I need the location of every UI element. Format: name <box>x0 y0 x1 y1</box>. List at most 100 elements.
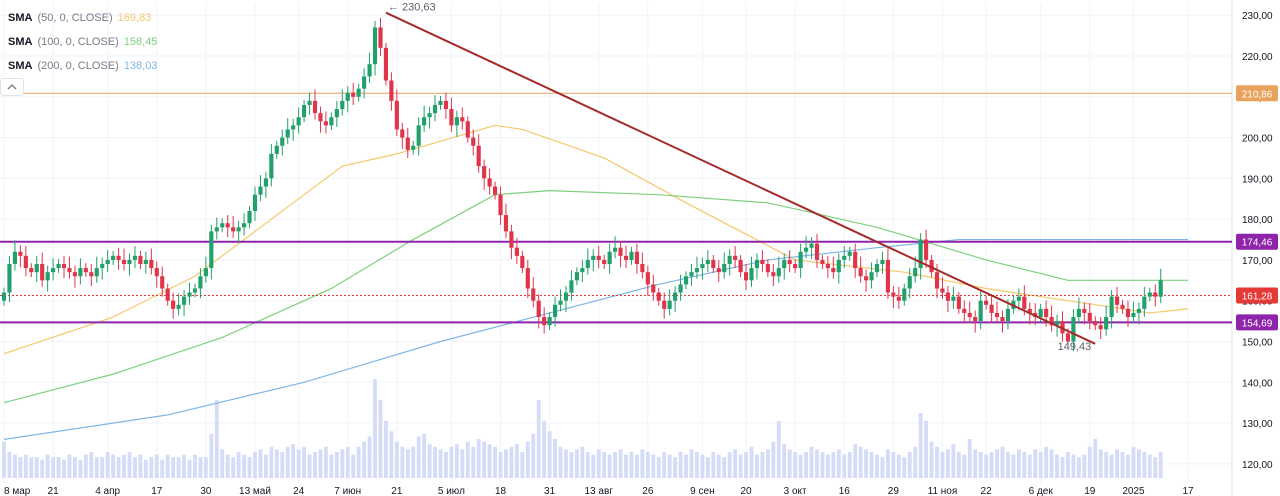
candle-body <box>225 223 230 228</box>
x-tick-label: 8 мар <box>4 486 31 496</box>
volume-bar <box>771 441 776 478</box>
volume-bar <box>444 452 448 478</box>
candle-body <box>689 272 694 277</box>
x-tick-label: 17 <box>1182 486 1194 496</box>
volume-bar <box>389 431 394 478</box>
volume-bar <box>307 454 312 478</box>
candle-body <box>902 288 907 301</box>
volume-bar <box>138 454 143 478</box>
candle-body <box>809 243 814 248</box>
volume-bar <box>373 379 377 478</box>
volume-bar <box>29 457 34 478</box>
sma200-line <box>3 238 1188 440</box>
candle-body <box>89 272 94 277</box>
candle-body <box>869 272 874 281</box>
candle-body <box>613 247 618 252</box>
legend-sma-100[interactable]: SMA (100, 0, CLOSE) 158,45 <box>8 30 157 54</box>
candle-body <box>1049 317 1054 326</box>
horizontal-levels[interactable] <box>0 92 1232 324</box>
x-tick-label: 20 <box>740 486 752 496</box>
volume-bar <box>722 457 727 478</box>
volume-bar <box>1120 452 1125 478</box>
volume-bar <box>73 457 77 478</box>
candle-body <box>111 255 116 260</box>
candle-body <box>984 300 989 305</box>
volume-bar <box>880 457 885 478</box>
candle-body <box>727 255 732 265</box>
candle-body <box>542 317 547 326</box>
volume-bar <box>651 454 656 478</box>
volume-bar <box>809 446 814 478</box>
volume-bar <box>885 449 890 478</box>
candle-body <box>1158 280 1163 297</box>
candle-body <box>351 92 356 97</box>
volume-bar <box>7 452 12 478</box>
candle-body <box>891 292 896 297</box>
volume-bar <box>918 413 923 478</box>
indicator-legend: SMA (50, 0, CLOSE) 169,83 SMA (100, 0, C… <box>8 6 157 78</box>
candle-body <box>907 276 912 289</box>
volume-bar <box>127 452 132 478</box>
candle-body <box>1142 296 1147 309</box>
volume-bar <box>116 457 121 478</box>
candle-body <box>760 259 765 265</box>
volume-bar <box>405 449 410 478</box>
candle-body <box>924 239 929 260</box>
volume-bar <box>1011 454 1016 478</box>
candle-body <box>678 284 683 293</box>
volume-bar <box>198 457 203 478</box>
volume-bar <box>564 449 568 478</box>
volume-bar <box>847 452 852 478</box>
candle-body <box>214 227 219 232</box>
candle-body <box>56 264 61 269</box>
candle-body <box>853 251 858 269</box>
y-tick-label: 140,00 <box>1242 378 1273 389</box>
candle-body <box>814 243 820 260</box>
volume-bar <box>744 452 748 478</box>
volume-bar <box>56 457 61 478</box>
volume-bar <box>345 446 350 478</box>
candle-body <box>989 304 994 313</box>
volume-bar <box>1066 452 1070 478</box>
x-axis[interactable]: 8 мар 21 4 апр 17 30 13 май 24 7 июн 21 5 июл 18 31… <box>4 486 1194 496</box>
candle-body <box>749 268 754 281</box>
candle-body <box>754 259 760 269</box>
volume-bar <box>482 441 487 478</box>
candle-body <box>29 268 34 273</box>
x-tick-label: 13 авг <box>585 486 614 496</box>
legend-sma-200[interactable]: SMA (200, 0, CLOSE) 138,03 <box>8 54 157 78</box>
candle-body <box>803 247 809 252</box>
candle-body <box>694 268 700 273</box>
x-tick-label: 29 <box>888 486 900 496</box>
y-tick-label: 220,00 <box>1242 52 1273 63</box>
candle-body <box>482 166 487 179</box>
trendline[interactable] <box>385 11 1096 345</box>
candle-body <box>929 259 934 273</box>
volume-bar <box>995 449 999 478</box>
collapse-legend-button[interactable] <box>0 78 24 96</box>
volume-bar <box>498 452 503 478</box>
volume-bar <box>149 457 154 478</box>
legend-name: SMA <box>8 60 33 72</box>
volume-bar <box>356 446 361 478</box>
volume-bar <box>815 449 819 478</box>
volume-bar <box>433 446 437 478</box>
candle-body <box>994 312 1000 318</box>
candle-body <box>209 231 214 269</box>
volume-bar <box>1153 457 1158 478</box>
candle-body <box>100 264 105 269</box>
volume-bar <box>1093 439 1098 478</box>
volume-bar <box>902 457 907 478</box>
y-tick-label: 200,00 <box>1242 134 1273 145</box>
volume-bar <box>716 454 721 478</box>
candle-body <box>847 251 852 256</box>
volume-bar <box>493 446 497 478</box>
legend-sma-50[interactable]: SMA (50, 0, CLOSE) 169,83 <box>8 6 157 30</box>
volume-bar <box>978 452 983 478</box>
candle-body <box>160 276 165 289</box>
volume-bar <box>504 449 508 478</box>
volume-bar <box>700 454 705 478</box>
candle-body <box>405 137 410 150</box>
volume-bar <box>749 446 754 478</box>
